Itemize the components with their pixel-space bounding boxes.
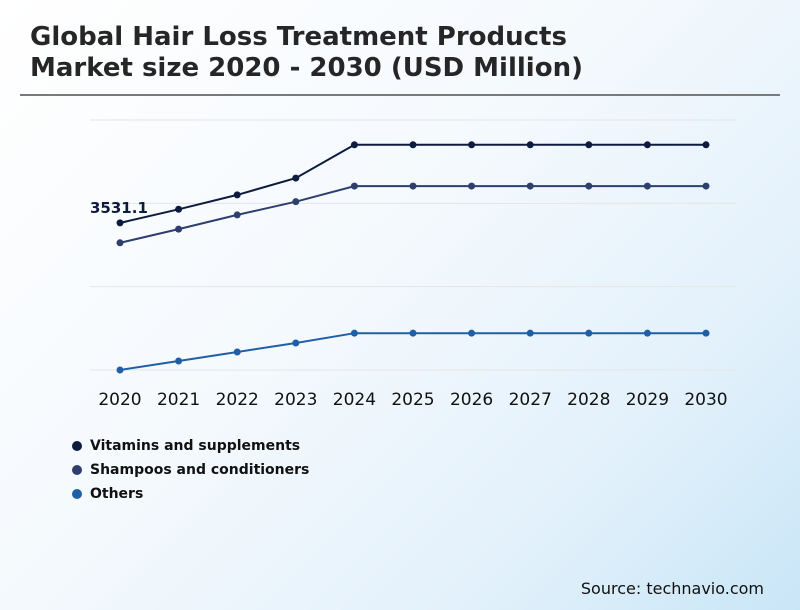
- chart-title-line-1: Global Hair Loss Treatment Products: [30, 22, 567, 52]
- legend-marker-icon: [72, 465, 82, 475]
- x-tick-label: 2021: [157, 390, 200, 410]
- data-point[interactable]: [175, 205, 183, 213]
- x-axis-tick-labels: 2020 2021 2022 2023 2024 2025 2026 2027 2028 2029…: [98, 390, 727, 410]
- legend-item-vitamins[interactable]: Vitamins and supplements: [72, 434, 309, 458]
- series-lines: [116, 141, 710, 374]
- legend-marker-icon: [72, 441, 82, 451]
- chart-title: Global Hair Loss Treatment Products Mark…: [30, 22, 583, 84]
- chart-title-line-2: Market size 2020 - 2030 (USD Million): [30, 53, 583, 83]
- data-point[interactable]: [292, 198, 300, 206]
- data-point[interactable]: [526, 329, 534, 337]
- legend-marker-icon: [72, 489, 82, 499]
- legend-label: Vitamins and supplements: [90, 438, 301, 454]
- data-point[interactable]: [585, 182, 593, 190]
- title-divider: [20, 94, 780, 96]
- series-vitamins: [116, 141, 710, 227]
- data-point[interactable]: [292, 339, 300, 347]
- data-point[interactable]: [175, 225, 183, 233]
- x-tick-label: 2028: [567, 390, 610, 410]
- data-point[interactable]: [116, 366, 124, 374]
- data-point[interactable]: [702, 141, 710, 149]
- data-point[interactable]: [585, 329, 593, 337]
- series-others: [116, 329, 710, 374]
- legend-item-shampoos[interactable]: Shampoos and conditioners: [72, 458, 309, 482]
- data-point[interactable]: [526, 182, 534, 190]
- gridlines: [90, 119, 736, 371]
- legend-label: Others: [90, 486, 144, 502]
- data-point[interactable]: [233, 348, 241, 356]
- x-tick-label: 2025: [391, 390, 434, 410]
- data-point[interactable]: [468, 141, 476, 149]
- data-point[interactable]: [468, 182, 476, 190]
- source-credit: Source: technavio.com: [580, 579, 764, 598]
- annotations: 3531.1: [90, 199, 148, 217]
- data-point[interactable]: [116, 219, 124, 227]
- data-point[interactable]: [526, 141, 534, 149]
- data-point[interactable]: [292, 174, 300, 182]
- data-point[interactable]: [702, 182, 710, 190]
- data-point[interactable]: [350, 182, 358, 190]
- data-point[interactable]: [409, 182, 417, 190]
- data-point[interactable]: [643, 141, 651, 149]
- x-tick-label: 2023: [274, 390, 317, 410]
- legend-item-others[interactable]: Others: [72, 482, 309, 506]
- x-tick-label: 2022: [216, 390, 259, 410]
- series-line-others: [119, 332, 706, 371]
- data-point[interactable]: [350, 141, 358, 149]
- legend: Vitamins and supplements Shampoos and co…: [72, 434, 309, 506]
- data-point[interactable]: [409, 329, 417, 337]
- x-tick-label: 2020: [98, 390, 141, 410]
- data-point[interactable]: [643, 182, 651, 190]
- x-tick-label: 2026: [450, 390, 493, 410]
- data-point[interactable]: [233, 191, 241, 199]
- x-tick-label: 2029: [626, 390, 669, 410]
- data-point[interactable]: [175, 357, 183, 365]
- data-point[interactable]: [116, 239, 124, 247]
- x-tick-label: 2030: [684, 390, 727, 410]
- data-point[interactable]: [468, 329, 476, 337]
- x-tick-label: 2027: [509, 390, 552, 410]
- data-point[interactable]: [233, 211, 241, 219]
- data-point[interactable]: [702, 329, 710, 337]
- line-chart: 2020 2021 2022 2023 2024 2025 2026 2027 2028 2029…: [90, 119, 736, 410]
- data-point[interactable]: [409, 141, 417, 149]
- data-point[interactable]: [350, 329, 358, 337]
- legend-label: Shampoos and conditioners: [90, 462, 310, 478]
- x-tick-label: 2024: [333, 390, 376, 410]
- data-label: 3531.1: [90, 199, 148, 217]
- data-point[interactable]: [643, 329, 651, 337]
- data-point[interactable]: [585, 141, 593, 149]
- series-shampoos: [116, 182, 710, 247]
- series-line-shampoos: [119, 185, 706, 244]
